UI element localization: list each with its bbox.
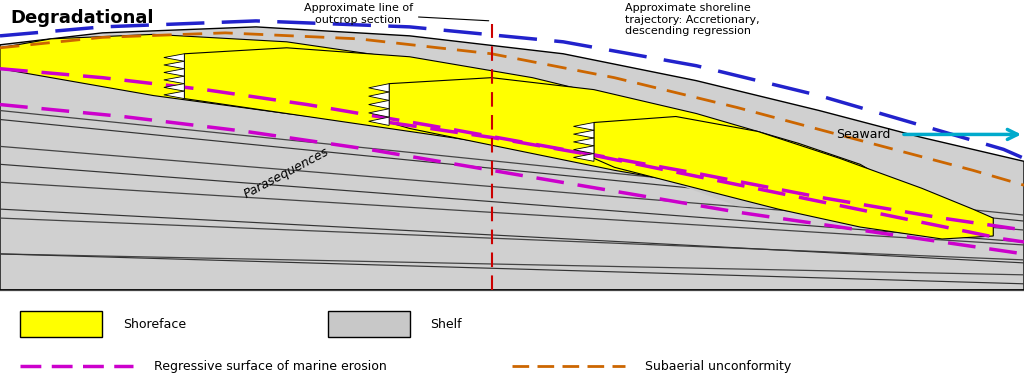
Text: Shelf: Shelf <box>430 318 462 331</box>
Polygon shape <box>369 83 389 92</box>
FancyBboxPatch shape <box>328 311 410 337</box>
Polygon shape <box>184 48 737 164</box>
Polygon shape <box>164 54 184 61</box>
Text: Approximate shoreline
trajectory: Accretionary,
descending regression: Approximate shoreline trajectory: Accret… <box>625 3 759 36</box>
Polygon shape <box>594 123 778 209</box>
Polygon shape <box>573 123 594 130</box>
Polygon shape <box>164 69 184 76</box>
Text: Seaward: Seaward <box>837 128 891 141</box>
Polygon shape <box>369 109 389 117</box>
Polygon shape <box>164 61 184 69</box>
Polygon shape <box>573 154 594 161</box>
Polygon shape <box>573 138 594 146</box>
FancyBboxPatch shape <box>20 311 102 337</box>
Polygon shape <box>573 146 594 154</box>
Polygon shape <box>164 91 184 98</box>
Polygon shape <box>369 92 389 100</box>
Polygon shape <box>389 83 594 158</box>
Text: Approximate line of
outcrop section: Approximate line of outcrop section <box>304 3 488 25</box>
Text: Degradational: Degradational <box>10 9 154 27</box>
Polygon shape <box>164 83 184 91</box>
Polygon shape <box>369 100 389 109</box>
Polygon shape <box>0 34 584 137</box>
Text: Subaerial unconformity: Subaerial unconformity <box>645 360 792 373</box>
Polygon shape <box>594 116 993 239</box>
Text: Shoreface: Shoreface <box>123 318 186 331</box>
Polygon shape <box>0 27 1024 290</box>
Text: Regressive surface of marine erosion: Regressive surface of marine erosion <box>154 360 386 373</box>
Polygon shape <box>184 54 410 128</box>
Polygon shape <box>164 76 184 83</box>
Polygon shape <box>389 78 881 200</box>
Polygon shape <box>369 117 389 126</box>
Polygon shape <box>573 130 594 138</box>
Text: Parasequences: Parasequences <box>242 145 332 201</box>
